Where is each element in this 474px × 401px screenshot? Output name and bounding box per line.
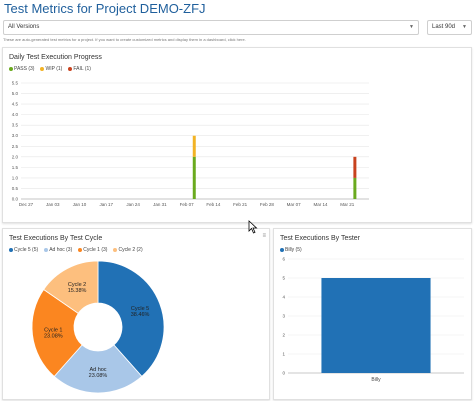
version-select[interactable]: All Versions ▼: [3, 20, 419, 35]
daily-progress-chart: 0.0 0.5 1.0 1.5 2.0 2.5 3.0 3.5 4.0 4.5 5.0 5.5 Dec …: [12, 81, 369, 207]
bar-segment-fail: [353, 156, 357, 178]
y-tick-label: 4.0: [12, 112, 19, 117]
x-tick-label: Feb 14: [206, 202, 221, 207]
fail-swatch: [68, 67, 73, 71]
bar-segment-pass: [192, 156, 196, 199]
x-tick-label: Jan 24: [126, 202, 140, 207]
legend-cycle2[interactable]: Cycle 2 (2): [113, 247, 143, 253]
legend-billy[interactable]: Billy (5): [280, 247, 302, 253]
bar-segment-wip: [192, 135, 196, 157]
pass-swatch: [9, 67, 13, 71]
x-tick-label: Jan 31: [153, 202, 167, 207]
chevron-down-icon: ▼: [409, 24, 414, 30]
page-title: Test Metrics for Project DEMO-ZFJ: [4, 1, 206, 16]
y-tick-label: 5.5: [12, 81, 19, 86]
y-tick-label: 2.0: [12, 154, 19, 159]
legend-cycle1[interactable]: Cycle 1 (3): [78, 247, 107, 253]
y-tick-label: 3.0: [12, 133, 19, 138]
wip-swatch: [40, 67, 45, 71]
slice-label: Cycle 2: [68, 282, 86, 288]
version-select-value: All Versions: [8, 24, 40, 30]
donut-slice: [31, 288, 83, 377]
y-tick-label: 2: [282, 333, 285, 338]
y-tick-label: 1.0: [12, 175, 19, 180]
donut-slice: [97, 260, 165, 377]
legend-cycle5[interactable]: Cycle 5 (5): [9, 247, 38, 253]
slice-label: Ad hoc: [89, 367, 106, 373]
y-tick-label: 0: [282, 371, 285, 376]
cycle-legend: Cycle 5 (5) Ad hoc (3) Cycle 1 (3) Cycle…: [9, 247, 143, 253]
x-tick-label: Feb 28: [260, 202, 275, 207]
cycle1-swatch: [78, 248, 83, 252]
y-tick-label: 5: [282, 276, 285, 281]
cycle2-swatch: [113, 248, 118, 252]
x-tick-label: Feb 21: [233, 202, 248, 207]
daily-progress-panel: Daily Test Execution Progress PASS (3) W…: [2, 47, 472, 223]
slice-percent: 38.46%: [131, 312, 150, 318]
y-tick-label: 4.5: [12, 102, 19, 107]
tester-panel: Test Executions By Tester Billy (5) 0 1 2 3…: [273, 228, 472, 400]
legend-adhoc[interactable]: Ad hoc (3): [44, 247, 72, 253]
billy-swatch: [280, 248, 284, 252]
y-tick-label: 3: [282, 314, 285, 319]
y-tick-label: 4: [282, 295, 285, 300]
x-tick-label: Dec 27: [19, 202, 34, 207]
slice-percent: 23.08%: [89, 373, 108, 379]
y-tick-label: 2.5: [12, 144, 19, 149]
tester-legend: Billy (5): [280, 247, 302, 253]
period-select[interactable]: Last 90d ▼: [427, 20, 472, 35]
menu-icon[interactable]: ≡: [262, 233, 266, 239]
donut-slice: [43, 260, 99, 314]
x-tick-label: Jan 17: [100, 202, 114, 207]
tester-bar: [321, 278, 431, 373]
daily-progress-legend: PASS (3) WIP (1) FAIL (1): [9, 66, 91, 72]
cycle-title: Test Executions By Test Cycle: [9, 235, 103, 242]
slice-label: Cycle 1: [44, 327, 62, 333]
bar-segment-pass: [353, 177, 357, 199]
y-tick-label: 5.0: [12, 91, 19, 96]
x-tick-label: Mar 21: [340, 202, 355, 207]
x-tick-label: Mar 14: [313, 202, 328, 207]
info-note: These are auto-generated test metrics fo…: [3, 37, 246, 42]
x-tick-label: Feb 07: [180, 202, 195, 207]
y-tick-label: 1.5: [12, 165, 19, 170]
y-tick-label: 6: [282, 257, 285, 262]
daily-progress-title: Daily Test Execution Progress: [9, 54, 102, 61]
legend-fail[interactable]: FAIL (1): [68, 66, 91, 72]
slice-percent: 15.38%: [68, 288, 87, 294]
x-tick-label: Mar 07: [287, 202, 302, 207]
mouse-cursor-icon: [248, 220, 258, 234]
tester-title: Test Executions By Tester: [280, 235, 361, 242]
y-tick-label: 3.5: [12, 123, 19, 128]
chevron-down-icon: ▼: [462, 24, 467, 30]
period-select-value: Last 90d: [432, 24, 456, 30]
tester-bar-chart: 0 1 2 3 4 5 6 Billy: [282, 257, 464, 383]
legend-wip[interactable]: WIP (1): [40, 66, 62, 72]
x-tick-label: Jan 03: [46, 202, 60, 207]
y-tick-label: 0.0: [12, 197, 19, 202]
y-tick-label: 0.5: [12, 186, 19, 191]
slice-percent: 23.08%: [44, 333, 63, 339]
slice-label: Cycle 5: [131, 306, 149, 312]
cycle-panel: Test Executions By Test Cycle ≡ Cycle 5 …: [2, 228, 270, 400]
donut-slice: [53, 344, 143, 394]
adhoc-swatch: [44, 248, 49, 252]
x-tick-label: Billy: [371, 377, 381, 383]
x-tick-label: Jan 10: [73, 202, 87, 207]
legend-pass[interactable]: PASS (3): [9, 66, 34, 72]
y-tick-label: 1: [282, 352, 285, 357]
cycle5-swatch: [9, 248, 13, 252]
